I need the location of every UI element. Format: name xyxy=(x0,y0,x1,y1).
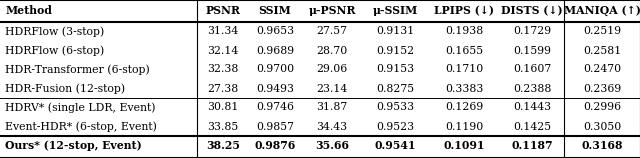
Text: 0.1091: 0.1091 xyxy=(444,140,484,151)
Text: 33.85: 33.85 xyxy=(207,122,239,131)
Text: MANIQA (↑): MANIQA (↑) xyxy=(564,6,640,16)
Text: 0.1190: 0.1190 xyxy=(445,122,483,131)
Text: 0.9533: 0.9533 xyxy=(376,103,415,112)
Text: 27.57: 27.57 xyxy=(317,27,348,36)
Text: HDR-Transformer (6-stop): HDR-Transformer (6-stop) xyxy=(5,64,150,75)
Text: 0.9689: 0.9689 xyxy=(256,46,294,55)
Text: PSNR: PSNR xyxy=(205,6,241,16)
Text: 0.2388: 0.2388 xyxy=(513,83,551,94)
Text: 0.9153: 0.9153 xyxy=(376,64,415,75)
Text: 0.9152: 0.9152 xyxy=(376,46,415,55)
Text: 34.43: 34.43 xyxy=(316,122,348,131)
Text: 0.1655: 0.1655 xyxy=(445,46,483,55)
Text: 0.2369: 0.2369 xyxy=(583,83,621,94)
Text: 0.1607: 0.1607 xyxy=(513,64,551,75)
Text: 27.38: 27.38 xyxy=(207,83,239,94)
Text: 0.9523: 0.9523 xyxy=(376,122,415,131)
Text: 0.9746: 0.9746 xyxy=(256,103,294,112)
Text: 38.25: 38.25 xyxy=(206,140,240,151)
Text: 35.66: 35.66 xyxy=(315,140,349,151)
Text: HDRV* (single LDR, Event): HDRV* (single LDR, Event) xyxy=(5,102,156,113)
Text: 0.1269: 0.1269 xyxy=(445,103,483,112)
Text: 0.1443: 0.1443 xyxy=(513,103,551,112)
Text: 0.1729: 0.1729 xyxy=(513,27,551,36)
Text: 0.8275: 0.8275 xyxy=(376,83,415,94)
Text: 0.3168: 0.3168 xyxy=(581,140,623,151)
Text: LPIPS (↓): LPIPS (↓) xyxy=(434,6,494,16)
Text: 0.9541: 0.9541 xyxy=(375,140,416,151)
Text: 32.14: 32.14 xyxy=(207,46,239,55)
Text: 0.1425: 0.1425 xyxy=(513,122,551,131)
Text: SSIM: SSIM xyxy=(259,6,291,16)
Text: Ours* (12-stop, Event): Ours* (12-stop, Event) xyxy=(5,140,141,151)
Text: 31.34: 31.34 xyxy=(207,27,239,36)
Text: Event-HDR* (6-stop, Event): Event-HDR* (6-stop, Event) xyxy=(5,121,157,132)
Text: 0.2581: 0.2581 xyxy=(583,46,621,55)
Text: HDR-Fusion (12-stop): HDR-Fusion (12-stop) xyxy=(5,83,125,94)
Text: 28.70: 28.70 xyxy=(316,46,348,55)
Text: μ-SSIM: μ-SSIM xyxy=(373,6,418,16)
Text: HDRFlow (6-stop): HDRFlow (6-stop) xyxy=(5,45,104,56)
Text: 0.1938: 0.1938 xyxy=(445,27,483,36)
Text: 30.81: 30.81 xyxy=(207,103,239,112)
Text: 0.2470: 0.2470 xyxy=(583,64,621,75)
Text: 0.2996: 0.2996 xyxy=(583,103,621,112)
Text: 0.3050: 0.3050 xyxy=(583,122,621,131)
Text: 0.1187: 0.1187 xyxy=(511,140,553,151)
Text: 0.9876: 0.9876 xyxy=(254,140,296,151)
Text: 0.2519: 0.2519 xyxy=(583,27,621,36)
Text: 0.9857: 0.9857 xyxy=(256,122,294,131)
Text: 0.9653: 0.9653 xyxy=(256,27,294,36)
Text: Method: Method xyxy=(5,6,52,16)
Text: HDRFlow (3-stop): HDRFlow (3-stop) xyxy=(5,26,104,37)
Text: 0.9493: 0.9493 xyxy=(256,83,294,94)
Text: DISTS (↓): DISTS (↓) xyxy=(501,6,563,16)
Text: 29.06: 29.06 xyxy=(316,64,348,75)
Text: 31.87: 31.87 xyxy=(316,103,348,112)
Text: 0.3383: 0.3383 xyxy=(445,83,483,94)
Text: 32.38: 32.38 xyxy=(207,64,239,75)
Text: 0.1710: 0.1710 xyxy=(445,64,483,75)
Text: 0.9131: 0.9131 xyxy=(376,27,415,36)
Text: 0.1599: 0.1599 xyxy=(513,46,551,55)
Text: 23.14: 23.14 xyxy=(316,83,348,94)
Text: 0.9700: 0.9700 xyxy=(256,64,294,75)
Text: μ-PSNR: μ-PSNR xyxy=(308,6,356,16)
